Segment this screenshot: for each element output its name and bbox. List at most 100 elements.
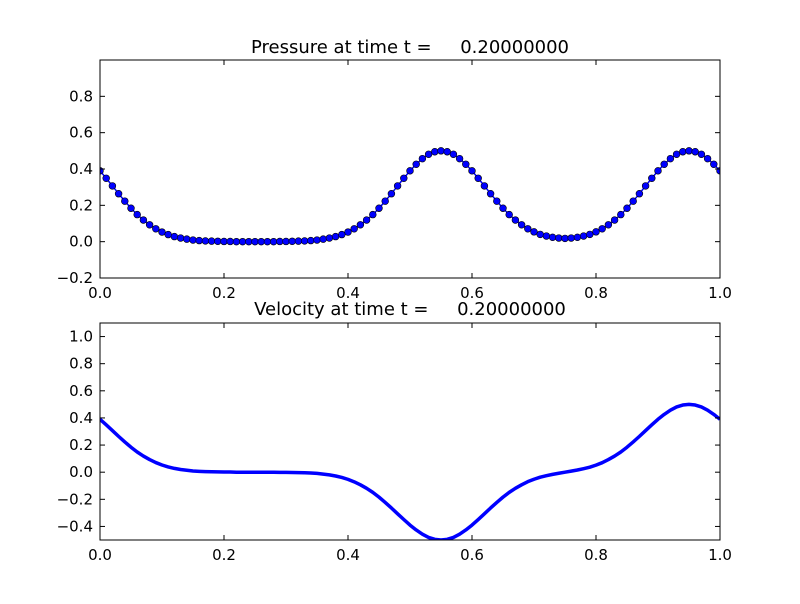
- pressure-data-point: [511, 216, 520, 224]
- pressure-data-point: [338, 230, 346, 239]
- velocity-axes: Velocity at time t = 0.20000000 0.0 0.2 0.4…: [57, 299, 732, 564]
- pressure-data-point: [623, 204, 631, 212]
- pressure-data-point: [263, 237, 272, 246]
- pressure-data-point: [195, 236, 203, 245]
- pressure-data-point: [207, 237, 216, 245]
- pressure-data-point: [387, 190, 396, 198]
- pressure-data-point: [462, 160, 470, 168]
- pressure-data-point: [592, 228, 600, 236]
- pressure-data-point: [455, 154, 464, 163]
- pressure-data-point: [170, 232, 179, 241]
- pressure-data-point: [660, 160, 668, 168]
- pressure-data-point: [350, 225, 358, 233]
- velocity-ytick-label: 0.0: [69, 463, 93, 481]
- pressure-ytick-label: 0.6: [69, 124, 93, 142]
- pressure-data-point: [697, 150, 706, 158]
- pressure-data-point: [672, 150, 681, 158]
- pressure-data-point: [294, 237, 303, 245]
- pressure-data-point: [158, 228, 166, 236]
- pressure-axes: Pressure at time t = 0.20000000 0.0 0.2 0.4…: [57, 37, 732, 302]
- pressure-data-point: [635, 190, 644, 198]
- pressure-data-point: [641, 182, 650, 190]
- velocity-xtick-label: 0.0: [88, 546, 112, 564]
- velocity-plot-area: [100, 402, 720, 540]
- pressure-data-point: [220, 237, 228, 246]
- pressure-data-point: [654, 167, 662, 175]
- pressure-data-point: [102, 174, 110, 182]
- pressure-data-point: [344, 228, 352, 236]
- pressure-data-point: [288, 237, 296, 246]
- pressure-data-point: [121, 197, 129, 205]
- velocity-line: [100, 402, 720, 540]
- pressure-data-point: [381, 197, 389, 205]
- pressure-data-point: [412, 160, 420, 168]
- pressure-data-point: [245, 237, 253, 246]
- pressure-data-point: [152, 225, 160, 233]
- pressure-data-point: [300, 237, 309, 245]
- pressure-data-point: [493, 197, 501, 205]
- pressure-data-point: [201, 237, 210, 245]
- pressure-xtick-label: 0.2: [212, 284, 236, 302]
- pressure-data-point: [319, 235, 327, 243]
- pressure-ytick-label: −0.2: [57, 269, 93, 287]
- pressure-data-point: [629, 197, 637, 205]
- pressure-data-point: [307, 236, 315, 245]
- velocity-xtick-label: 0.2: [212, 546, 236, 564]
- velocity-ytick-label: −0.2: [57, 490, 93, 508]
- pressure-data-point: [679, 148, 687, 156]
- pressure-data-point: [703, 154, 712, 163]
- pressure-data-point: [666, 154, 675, 163]
- pressure-data-point: [226, 237, 234, 246]
- velocity-xtick-label: 0.4: [336, 546, 360, 564]
- pressure-ytick-label: 0.8: [69, 87, 93, 105]
- pressure-data-point: [524, 225, 532, 233]
- pressure-data-point: [145, 221, 154, 229]
- pressure-data-point: [573, 233, 582, 242]
- pressure-data-point: [276, 237, 284, 246]
- pressure-data-point: [164, 230, 172, 239]
- velocity-ytick-label: −0.4: [57, 517, 93, 535]
- pressure-data-point: [579, 232, 588, 240]
- pressure-data-point: [325, 234, 334, 242]
- pressure-data-point: [610, 216, 619, 224]
- velocity-ytick-label: 0.2: [69, 436, 93, 454]
- pressure-data-point: [238, 237, 247, 246]
- pressure-axes-frame: [99, 59, 721, 279]
- pressure-data-point: [406, 167, 414, 175]
- velocity-ytick-label: 0.6: [69, 382, 93, 400]
- pressure-data-point: [443, 148, 451, 156]
- pressure-xtick-label: 0.6: [460, 284, 484, 302]
- pressure-data-point: [691, 148, 699, 156]
- velocity-xtick-label: 1.0: [708, 546, 732, 564]
- pressure-data-point: [257, 237, 265, 246]
- pressure-data-point: [282, 237, 290, 246]
- pressure-title: Pressure at time t = 0.20000000: [251, 37, 569, 58]
- pressure-data-point: [586, 230, 594, 239]
- pressure-data-point: [400, 174, 408, 182]
- pressure-data-point: [232, 237, 241, 246]
- pressure-data-point: [685, 147, 693, 155]
- pressure-data-point: [598, 225, 606, 233]
- velocity-xtick-label: 0.6: [460, 546, 484, 564]
- pressure-data-point: [183, 235, 191, 243]
- pressure-data-point: [486, 190, 495, 198]
- pressure-data-point: [536, 230, 544, 239]
- pressure-data-point: [313, 236, 321, 244]
- pressure-data-point: [418, 154, 427, 163]
- pressure-data-point: [517, 221, 526, 229]
- pressure-data-point: [505, 210, 513, 219]
- pressure-data-point: [356, 221, 365, 229]
- pressure-data-point: [375, 204, 383, 212]
- pressure-data-point: [176, 234, 185, 242]
- pressure-data-point: [567, 234, 575, 242]
- pressure-data-point: [431, 148, 439, 156]
- pressure-ytick-label: 0.0: [69, 233, 93, 251]
- pressure-data-point: [139, 216, 148, 224]
- velocity-axes-frame: [99, 322, 721, 541]
- pressure-data-point: [561, 234, 569, 243]
- velocity-title: Velocity at time t = 0.20000000: [254, 299, 566, 320]
- pressure-data-point: [437, 147, 445, 155]
- pressure-data-point: [617, 210, 625, 219]
